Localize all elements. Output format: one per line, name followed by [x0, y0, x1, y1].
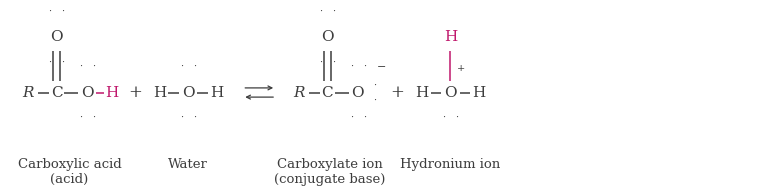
Text: ·: ·	[92, 62, 95, 71]
Text: ·: ·	[61, 58, 64, 67]
Text: H: H	[105, 85, 118, 100]
Text: ·: ·	[193, 62, 196, 71]
Text: H: H	[444, 30, 457, 44]
Text: C: C	[321, 85, 333, 100]
Text: O: O	[321, 30, 334, 44]
Text: +: +	[390, 84, 404, 101]
Text: ·: ·	[350, 113, 353, 122]
Text: ·: ·	[193, 113, 196, 122]
Text: Carboxylic acid
(acid): Carboxylic acid (acid)	[18, 158, 121, 186]
Text: −: −	[377, 62, 386, 72]
Text: ·: ·	[79, 62, 82, 71]
Text: +: +	[128, 84, 142, 101]
Text: ·: ·	[48, 58, 51, 67]
Text: R: R	[293, 85, 305, 100]
Text: R: R	[23, 85, 34, 100]
Text: ·: ·	[319, 58, 322, 67]
Text: ·: ·	[363, 113, 366, 122]
Text: ·: ·	[180, 62, 183, 71]
Text: O: O	[444, 85, 457, 100]
Text: H: H	[472, 85, 486, 100]
Text: ·: ·	[332, 58, 335, 67]
Text: O: O	[50, 30, 63, 44]
Text: ·: ·	[319, 7, 322, 16]
Text: H: H	[416, 85, 429, 100]
Text: ·: ·	[373, 95, 376, 104]
Text: ·: ·	[61, 7, 64, 16]
Text: ·: ·	[363, 62, 366, 71]
Text: O: O	[352, 85, 364, 100]
Text: C: C	[50, 85, 62, 100]
Text: ·: ·	[48, 7, 51, 16]
Text: H: H	[153, 85, 166, 100]
Text: ·: ·	[79, 113, 82, 122]
Text: ·: ·	[180, 113, 183, 122]
Text: H: H	[210, 85, 223, 100]
Text: ·: ·	[332, 7, 335, 16]
Text: ·: ·	[92, 113, 95, 122]
Text: Carboxylate ion
(conjugate base): Carboxylate ion (conjugate base)	[274, 158, 386, 186]
Text: ·: ·	[373, 81, 376, 90]
Text: ·: ·	[350, 62, 353, 71]
Text: O: O	[182, 85, 194, 100]
Text: +: +	[457, 64, 466, 73]
Text: O: O	[81, 85, 93, 100]
Text: ·: ·	[456, 113, 459, 122]
Text: Water: Water	[168, 158, 208, 171]
Text: Hydronium ion: Hydronium ion	[400, 158, 501, 171]
Text: ·: ·	[442, 113, 445, 122]
